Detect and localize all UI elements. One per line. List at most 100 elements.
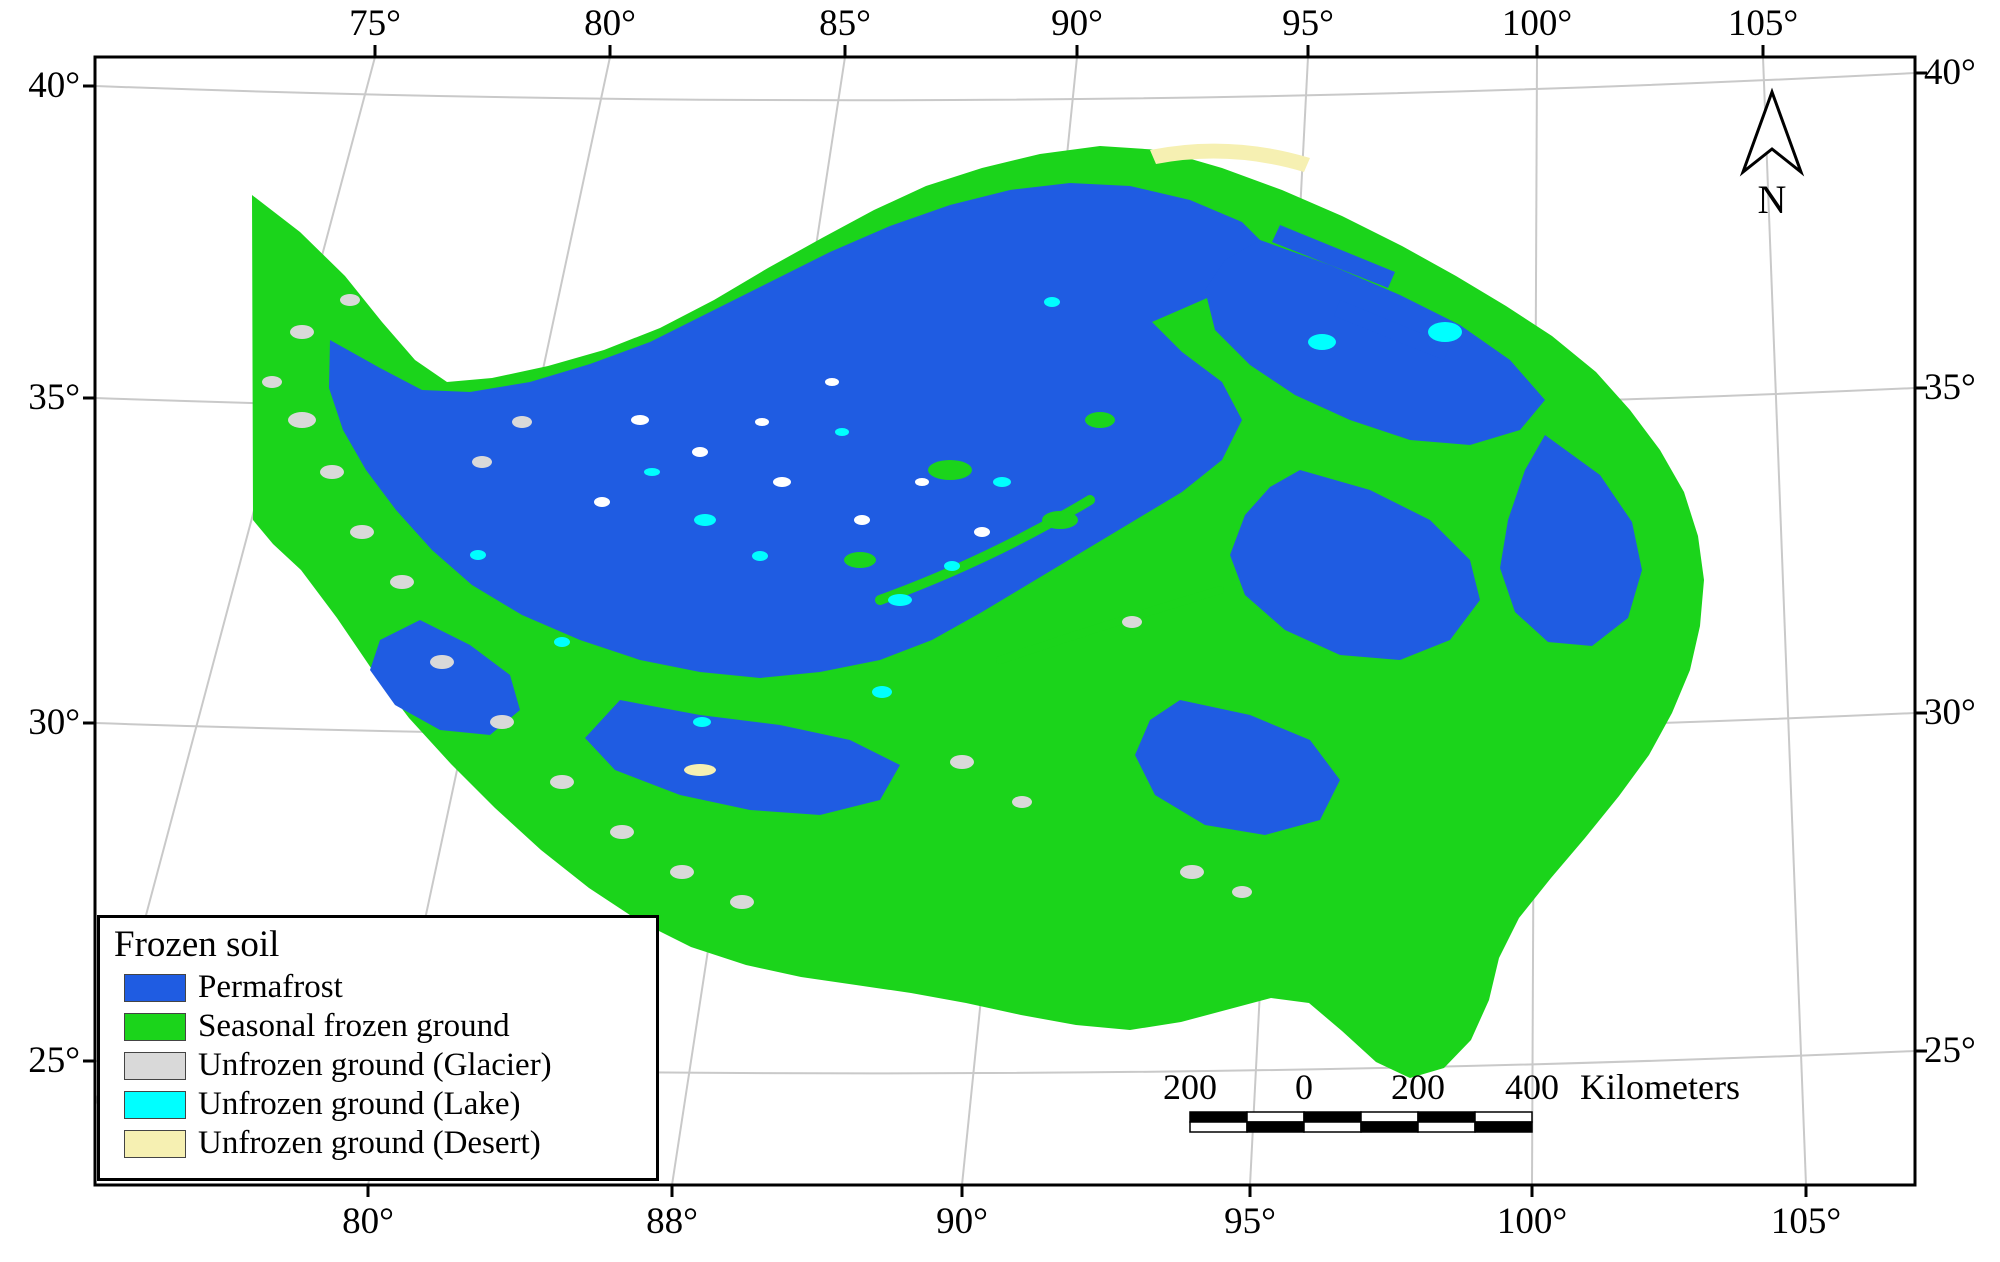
north-label: N xyxy=(1757,177,1787,222)
glacier-patch xyxy=(350,525,374,539)
north-arrow-icon xyxy=(1739,87,1805,177)
glacier-patch xyxy=(610,825,634,839)
white-patch xyxy=(755,418,769,426)
scale-seg xyxy=(1303,1121,1362,1133)
parallel-40 xyxy=(95,72,1915,102)
scale-seg xyxy=(1246,1111,1305,1123)
green-patch xyxy=(1042,511,1078,529)
glacier-patch xyxy=(1180,865,1204,879)
bottom-axis-label: 88° xyxy=(646,1201,698,1242)
seasonal-swatch xyxy=(124,1012,186,1041)
desert-patch xyxy=(684,764,716,776)
bottom-axis-label: 100° xyxy=(1496,1201,1568,1242)
green-patch xyxy=(1085,412,1115,428)
permafrost-streak-2 xyxy=(1334,300,1450,360)
white-speckles xyxy=(594,378,990,537)
left-axis-label: 25° xyxy=(28,1040,80,1081)
permafrost-east xyxy=(1230,470,1480,660)
lake-patch xyxy=(1428,322,1462,342)
lake-patch xyxy=(872,686,892,698)
desert-swatch xyxy=(124,1129,186,1158)
scale-mark: 200 xyxy=(1163,1067,1217,1107)
legend-item-label: Unfrozen ground (Desert) xyxy=(198,1125,541,1161)
lake-patch xyxy=(888,594,912,606)
top-axis-label: 95° xyxy=(1282,3,1334,44)
axis-ticks xyxy=(83,45,1927,1197)
glacier-patch xyxy=(670,865,694,879)
glacier-patch xyxy=(1012,796,1032,808)
scale-bar xyxy=(1189,1111,1533,1133)
scale-seg xyxy=(1360,1111,1419,1123)
glacier-patch xyxy=(730,895,754,909)
lake-patch xyxy=(1044,297,1060,307)
scale-seg xyxy=(1474,1121,1533,1133)
white-patch xyxy=(631,415,649,425)
permafrost-northeast xyxy=(1205,240,1545,445)
glacier-patch xyxy=(320,465,344,479)
left-axis-label: 40° xyxy=(28,65,80,106)
glacier-patch xyxy=(430,655,454,669)
permafrost-core xyxy=(329,183,1270,678)
legend-title: Frozen soil xyxy=(114,924,280,965)
scale-seg xyxy=(1474,1111,1533,1123)
glacier-patch xyxy=(1122,616,1142,628)
glacier-patch xyxy=(262,376,282,388)
permafrost-southwest xyxy=(370,620,520,735)
scale-unit: Kilometers xyxy=(1580,1067,1740,1107)
permafrost-south-band xyxy=(585,700,900,815)
top-axis-label: 80° xyxy=(584,3,636,44)
white-patch xyxy=(692,447,708,457)
permafrost-streak-1 xyxy=(1272,225,1395,288)
lake-patches xyxy=(470,297,1462,727)
scale-mark: 400 xyxy=(1505,1067,1559,1107)
lake-patch xyxy=(993,477,1011,487)
glacier-patch xyxy=(290,325,314,339)
bottom-axis-label: 90° xyxy=(936,1201,988,1242)
legend-box: Frozen soil Permafrost Seasonal frozen g… xyxy=(97,915,659,1181)
scale-mark: 200 xyxy=(1391,1067,1445,1107)
scale-seg xyxy=(1246,1121,1305,1133)
glacier-swatch xyxy=(124,1051,186,1080)
white-patch xyxy=(773,477,791,487)
glacier-patch xyxy=(1232,886,1252,898)
permafrost-southeast xyxy=(1135,700,1340,835)
glacier-patch xyxy=(288,412,316,428)
legend-item-label: Permafrost xyxy=(198,969,343,1005)
top-axis-label: 90° xyxy=(1051,3,1103,44)
scale-seg xyxy=(1189,1111,1248,1123)
permafrost-far-east xyxy=(1500,435,1642,646)
lake-patch xyxy=(944,561,960,571)
scale-seg xyxy=(1189,1121,1248,1133)
glacier-patch xyxy=(390,575,414,589)
white-patch xyxy=(915,478,929,486)
bottom-axis-label: 105° xyxy=(1770,1201,1842,1242)
scale-mark: 0 xyxy=(1295,1067,1313,1107)
lake-patch xyxy=(693,717,711,727)
white-patch xyxy=(854,515,870,525)
legend-item-glacier: Unfrozen ground (Glacier) xyxy=(124,1046,656,1085)
lake-patch xyxy=(470,550,486,560)
white-patch xyxy=(974,527,990,537)
scale-seg xyxy=(1360,1121,1419,1133)
scale-seg xyxy=(1417,1111,1476,1123)
white-patch xyxy=(594,497,610,507)
lake-patch xyxy=(835,428,849,436)
map-frame xyxy=(93,55,1917,1187)
glacier-patches xyxy=(262,294,1252,909)
glacier-patch xyxy=(512,416,532,428)
permafrost-region xyxy=(329,183,1642,835)
legend-item-desert: Unfrozen ground (Desert) xyxy=(124,1124,656,1163)
lake-patch xyxy=(752,551,768,561)
legend-item-label: Seasonal frozen ground xyxy=(198,1008,510,1044)
scale-seg xyxy=(1303,1111,1362,1123)
bottom-axis-label: 95° xyxy=(1224,1201,1276,1242)
legend-item-permafrost: Permafrost xyxy=(124,968,656,1007)
glacier-patch xyxy=(550,775,574,789)
seasonal-holes xyxy=(844,412,1115,568)
right-axis-label: 30° xyxy=(1924,692,1976,733)
right-axis-label: 35° xyxy=(1924,367,1976,408)
legend-item-label: Unfrozen ground (Lake) xyxy=(198,1086,521,1122)
top-axis-label: 85° xyxy=(819,3,871,44)
